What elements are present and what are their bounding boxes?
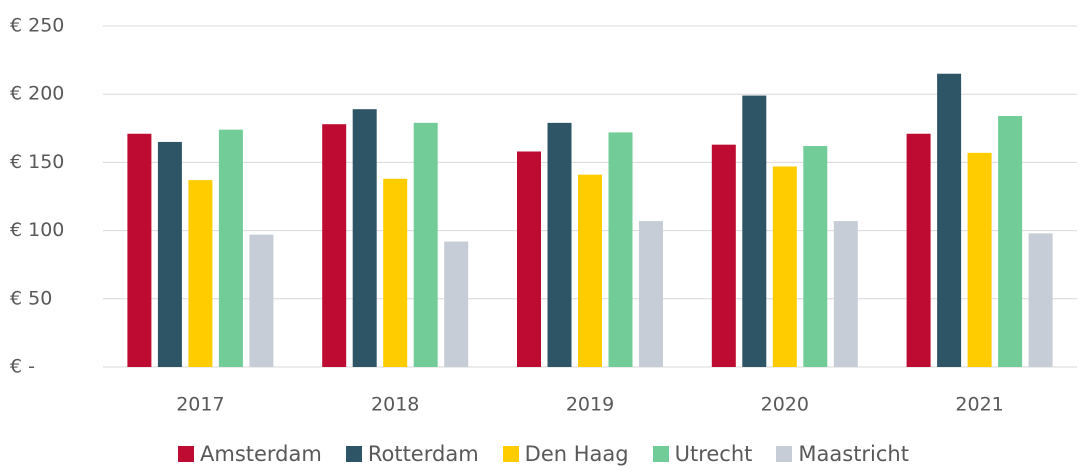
bar (639, 221, 663, 367)
bar (1028, 233, 1053, 367)
legend-label: Den Haag (524, 442, 629, 466)
bar (444, 241, 469, 367)
bar (803, 146, 828, 367)
legend-item: Amsterdam (178, 442, 322, 466)
x-tick-label: 2020 (761, 394, 809, 416)
x-tick-label: 2021 (955, 394, 1003, 416)
bar (157, 141, 182, 367)
legend-swatch (776, 446, 793, 462)
x-tick-label: 2018 (371, 394, 419, 416)
chart: € - € 50 € 100 € 150 € 200 € 250 2017 2018 2019 2… (10, 15, 1077, 416)
y-tick-label: € 150 (10, 151, 64, 173)
legend-swatch (345, 446, 362, 462)
legend: Amsterdam Rotterdam Den Haag Utrecht Maastri… (0, 442, 1087, 466)
bar (218, 129, 243, 367)
y-tick-label: € 200 (10, 83, 64, 105)
y-tick-label: € 250 (10, 15, 64, 37)
bar (383, 178, 408, 367)
bar (906, 133, 931, 367)
x-tick-label: 2017 (176, 394, 224, 416)
bar (578, 174, 602, 367)
bar (249, 234, 274, 367)
legend-item: Rotterdam (345, 442, 479, 466)
legend-swatch (652, 446, 669, 462)
bar (413, 122, 438, 368)
bar (322, 124, 347, 367)
legend-item: Utrecht (652, 442, 753, 466)
legend-label: Utrecht (674, 442, 753, 466)
bar (188, 180, 213, 367)
bar (833, 221, 858, 367)
legend-item: Den Haag (502, 442, 629, 466)
y-tick-label: € 100 (10, 219, 64, 241)
bar (352, 109, 377, 367)
bar (772, 166, 797, 367)
bar (711, 144, 736, 367)
bar (547, 122, 572, 368)
legend-swatch (502, 446, 519, 462)
legend-label: Amsterdam (200, 442, 322, 466)
y-tick-label: € 50 (10, 287, 52, 309)
x-tick-label: 2019 (566, 394, 614, 416)
bar (742, 95, 767, 368)
bar (967, 152, 992, 367)
bar (517, 151, 541, 367)
legend-label: Rotterdam (367, 442, 479, 466)
bar (127, 133, 152, 367)
bar (608, 132, 633, 367)
y-tick-label: € - (10, 356, 35, 378)
bar (998, 116, 1023, 367)
legend-swatch (178, 446, 194, 462)
bar (937, 73, 962, 368)
legend-item: Maastricht (776, 442, 909, 466)
legend-label: Maastricht (798, 442, 909, 466)
